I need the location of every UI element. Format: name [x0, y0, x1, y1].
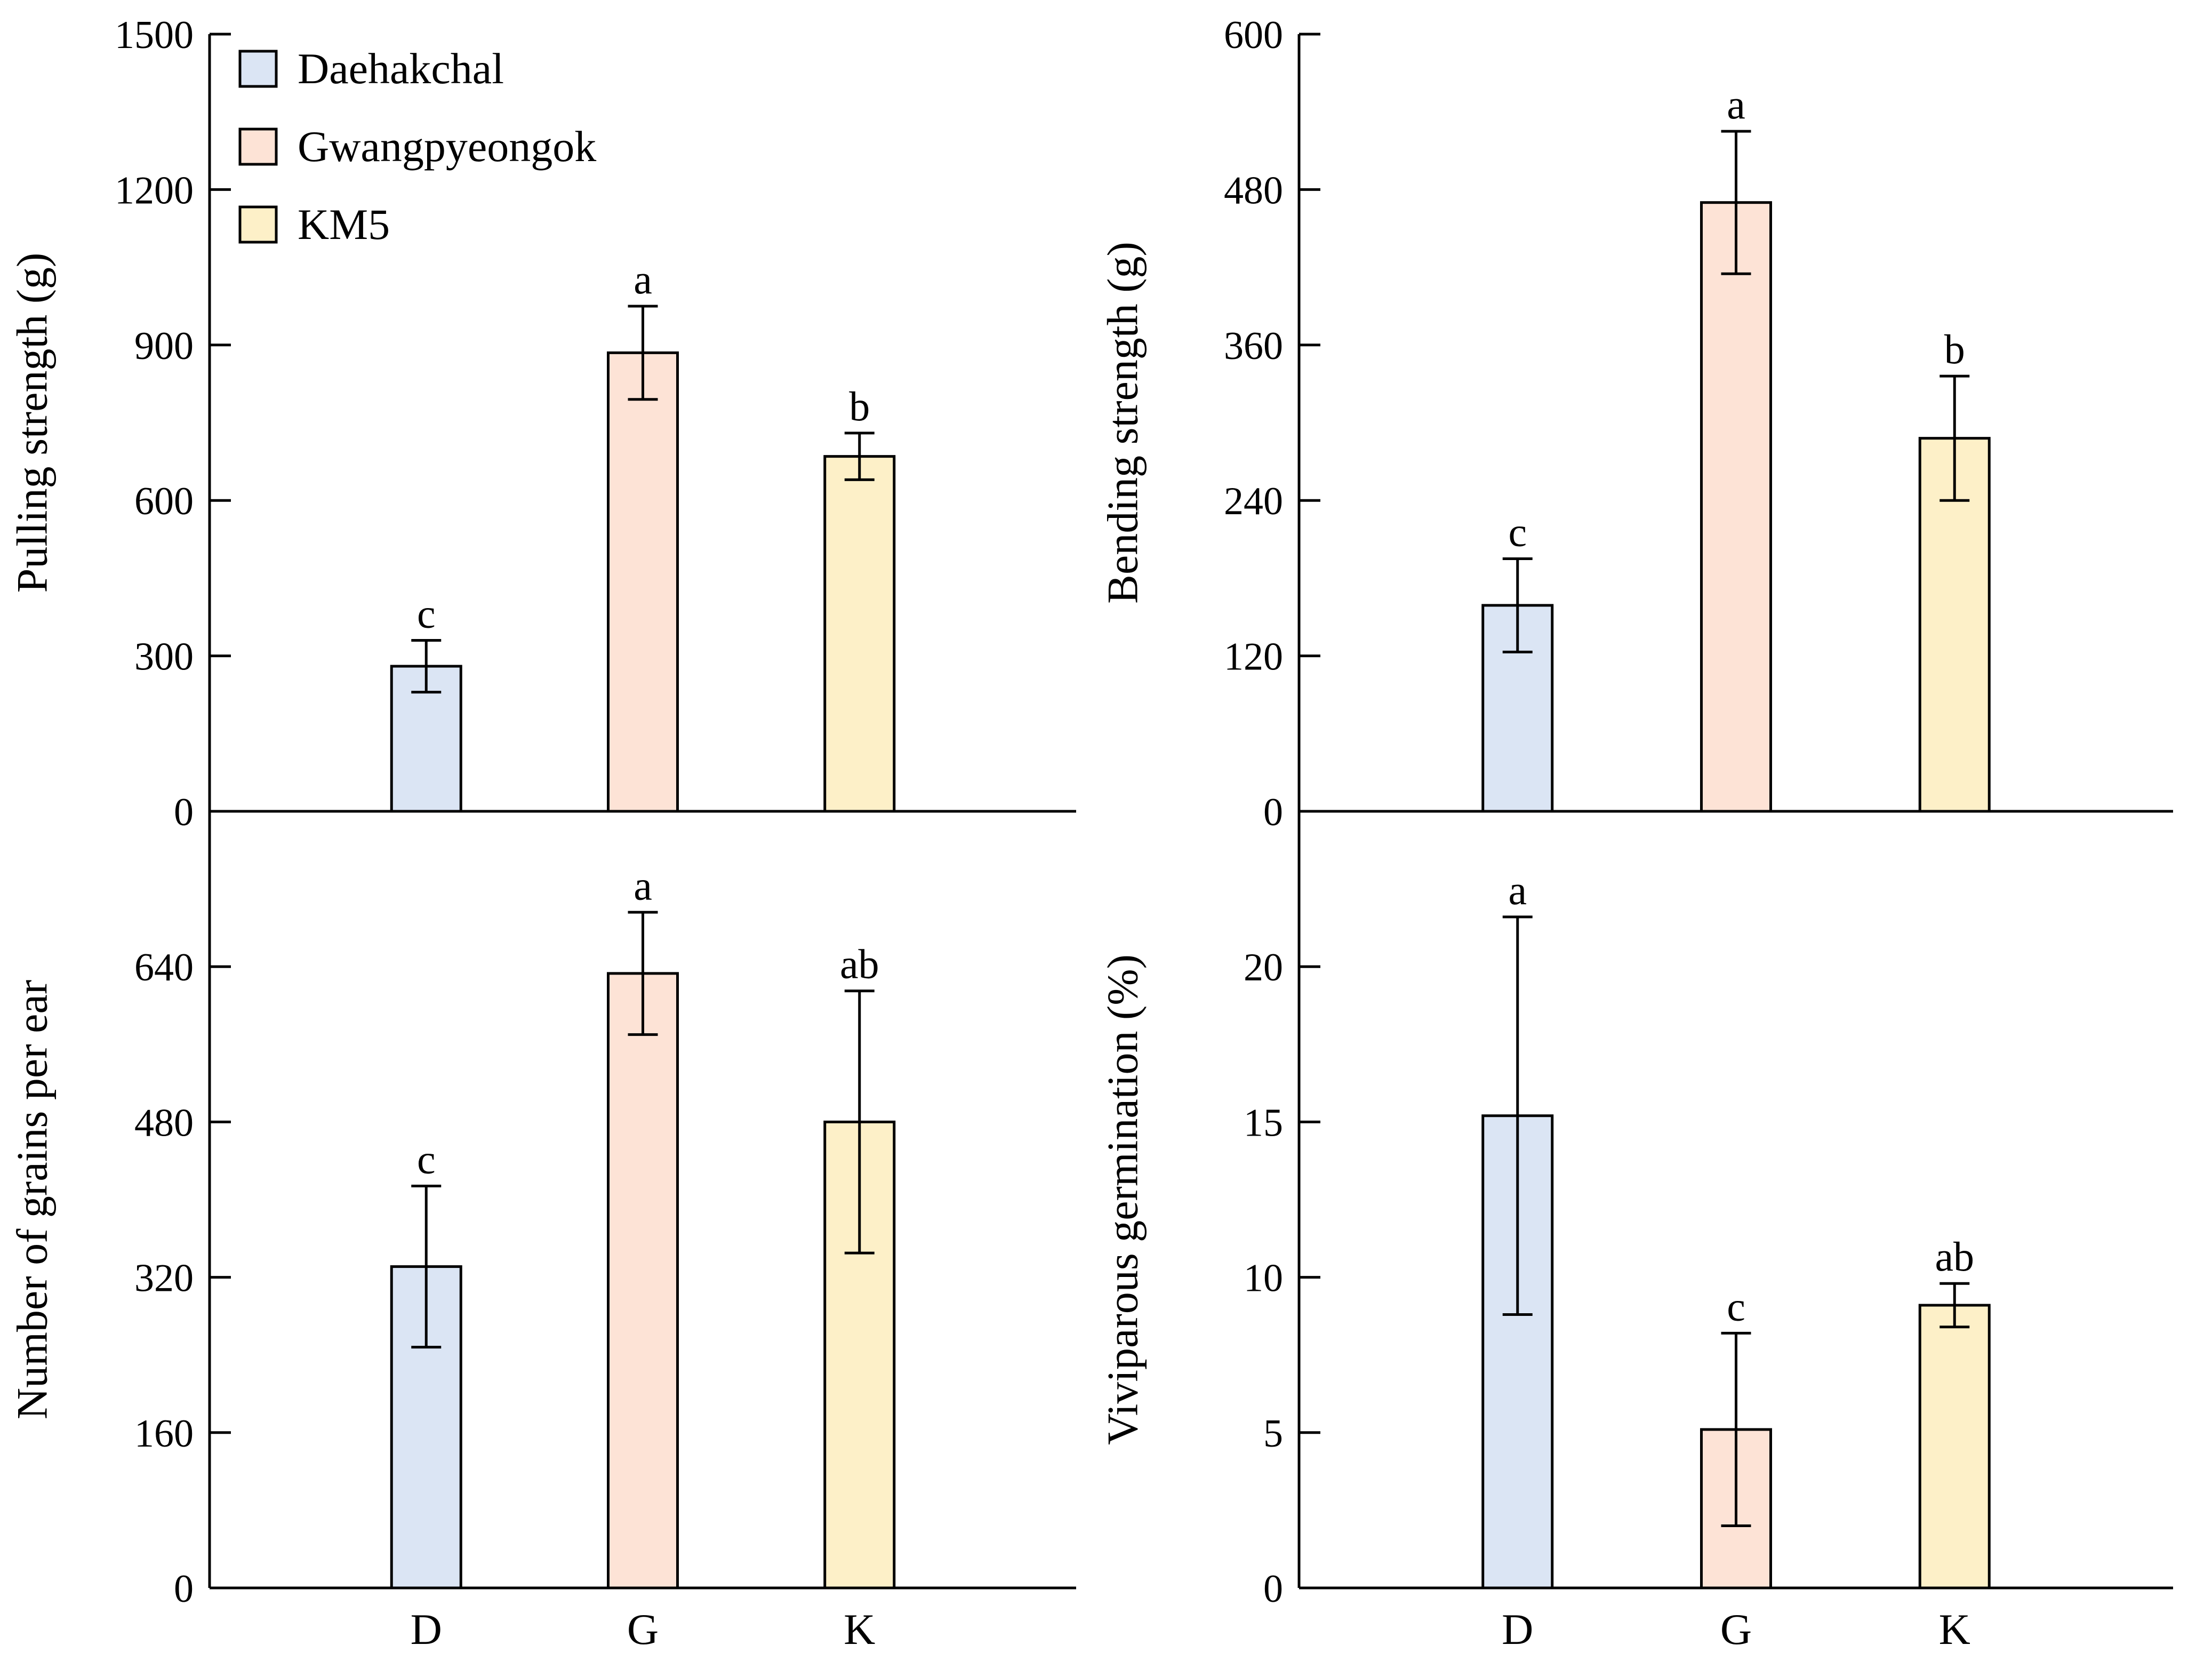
- legend: Daehakchal Gwangpyeongok KM5: [238, 44, 596, 249]
- significance-label-G: c: [1727, 1283, 1745, 1329]
- significance-label-D: c: [1508, 508, 1527, 555]
- y-axis-title: Number of grains per ear: [8, 980, 57, 1419]
- bar-K: [823, 455, 896, 813]
- x-category-label-D: D: [411, 1605, 442, 1654]
- y-tick-label: 160: [134, 1412, 194, 1456]
- significance-label-D: c: [417, 1136, 436, 1183]
- x-category-label-G: G: [1720, 1605, 1752, 1654]
- legend-swatch-D: [238, 50, 278, 88]
- significance-label-G: a: [1727, 81, 1745, 127]
- y-tick-label: 640: [134, 946, 194, 989]
- y-tick-label: 0: [1263, 790, 1283, 834]
- panel-viviparous: 0 5 10 15 20 Viviparous germination (%) a Dc Gab…: [1099, 811, 2173, 1654]
- significance-label-K: ab: [840, 941, 879, 987]
- significance-label-K: ab: [1935, 1233, 1974, 1280]
- x-category-label-D: D: [1502, 1605, 1533, 1654]
- y-tick-label: 240: [1224, 480, 1283, 523]
- significance-label-D: c: [417, 590, 436, 636]
- significance-label-G: a: [634, 862, 652, 908]
- y-tick-label: 0: [174, 790, 194, 834]
- y-tick-label: 15: [1244, 1101, 1283, 1145]
- y-tick-label: 360: [1224, 324, 1283, 368]
- bar-G: [607, 972, 679, 1590]
- y-tick-label: 480: [134, 1101, 194, 1145]
- y-tick-label: 5: [1263, 1412, 1283, 1456]
- panel-pulling: 0 300 600 900 1200 1500 Pulling strength (g) c a…: [8, 13, 1076, 834]
- x-category-label-G: G: [627, 1605, 659, 1654]
- legend-swatch-G: [238, 127, 278, 166]
- significance-label-D: a: [1508, 867, 1527, 913]
- x-category-label-K: K: [844, 1605, 875, 1654]
- bar-G: [607, 351, 679, 813]
- y-tick-label: 480: [1224, 169, 1283, 212]
- y-tick-label: 600: [1224, 13, 1283, 57]
- bar-G: [1700, 201, 1772, 813]
- significance-label-K: b: [849, 383, 870, 429]
- bar-K: [1918, 1304, 1991, 1590]
- y-axis-title: Pulling strength (g): [8, 253, 57, 593]
- y-axis-title: Viviparous germination (%): [1099, 954, 1147, 1445]
- legend-item-K: KM5: [238, 200, 390, 249]
- significance-label-K: b: [1944, 326, 1965, 372]
- x-category-label-K: K: [1939, 1605, 1970, 1654]
- legend-swatch-K: [238, 205, 278, 244]
- y-tick-label: 320: [134, 1257, 194, 1300]
- legend-item-G: Gwangpyeongok: [238, 122, 596, 171]
- panel-grains: 0 160 320 480 640 Number of grains per ear c Da…: [8, 811, 1076, 1654]
- y-tick-label: 1200: [115, 169, 194, 212]
- y-tick-label: 120: [1224, 635, 1283, 679]
- y-tick-label: 10: [1244, 1257, 1283, 1300]
- y-tick-label: 1500: [115, 13, 194, 57]
- y-tick-label: 600: [134, 480, 194, 523]
- y-tick-label: 20: [1244, 946, 1283, 989]
- legend-label-D: Daehakchal: [298, 44, 504, 93]
- y-tick-label: 0: [174, 1567, 194, 1611]
- legend-item-D: Daehakchal: [238, 44, 504, 93]
- legend-label-G: Gwangpyeongok: [298, 122, 596, 171]
- y-tick-label: 0: [1263, 1567, 1283, 1611]
- y-tick-label: 900: [134, 324, 194, 368]
- legend-label-K: KM5: [298, 200, 390, 249]
- y-axis-title: Bending strength (g): [1099, 242, 1147, 604]
- panel-bending: 0 120 240 360 480 600 Bending strength (g) c a b: [1099, 13, 2173, 834]
- y-tick-label: 300: [134, 635, 194, 679]
- significance-label-G: a: [634, 256, 652, 302]
